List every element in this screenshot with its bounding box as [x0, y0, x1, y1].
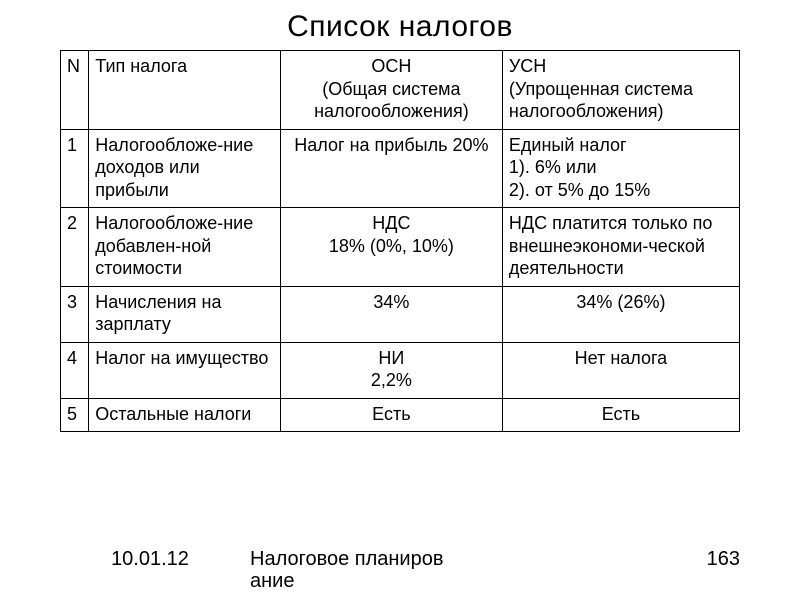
table-row: 4 Налог на имущество НИ 2,2% Нет налога — [61, 342, 740, 398]
slide: Список налогов N Тип налога ОСН (Общая с… — [0, 0, 800, 600]
cell-osn: Есть — [280, 398, 502, 432]
cell-typ: Налог на имущество — [89, 342, 281, 398]
footer-date: 10.01.12 — [60, 548, 240, 592]
slide-footer: 10.01.12 Налоговое планиров ание 163 — [60, 548, 740, 592]
col-header-usn: УСН (Упрощенная система налогообложения) — [502, 51, 739, 130]
cell-n: 4 — [61, 342, 89, 398]
footer-text: Налоговое планиров ание — [240, 548, 620, 592]
table-row: 3 Начисления на зарплату 34% 34% (26%) — [61, 286, 740, 342]
cell-usn: 34% (26%) — [502, 286, 739, 342]
page-title: Список налогов — [60, 10, 740, 44]
cell-typ: Налогообложе-ние доходов или прибыли — [89, 129, 281, 208]
cell-n: 5 — [61, 398, 89, 432]
cell-usn: Есть — [502, 398, 739, 432]
col-header-osn: ОСН (Общая система налогообложения) — [280, 51, 502, 130]
table-header-row: N Тип налога ОСН (Общая система налогооб… — [61, 51, 740, 130]
cell-osn: 34% — [280, 286, 502, 342]
col-header-n: N — [61, 51, 89, 130]
cell-typ: Начисления на зарплату — [89, 286, 281, 342]
table-row: 2 Налогообложе-ние добавлен-ной стоимост… — [61, 208, 740, 287]
footer-page: 163 — [620, 548, 740, 592]
col-header-typ: Тип налога — [89, 51, 281, 130]
table-row: 5 Остальные налоги Есть Есть — [61, 398, 740, 432]
cell-typ: Остальные налоги — [89, 398, 281, 432]
cell-usn: НДС платится только по внешнеэкономи-чес… — [502, 208, 739, 287]
cell-osn: Налог на прибыль 20% — [280, 129, 502, 208]
cell-typ: Налогообложе-ние добавлен-ной стоимости — [89, 208, 281, 287]
cell-osn: НИ 2,2% — [280, 342, 502, 398]
tax-table: N Тип налога ОСН (Общая система налогооб… — [60, 50, 740, 432]
table-row: 1 Налогообложе-ние доходов или прибыли Н… — [61, 129, 740, 208]
cell-usn: Единый налог 1). 6% или 2). от 5% до 15% — [502, 129, 739, 208]
cell-n: 3 — [61, 286, 89, 342]
cell-osn: НДС 18% (0%, 10%) — [280, 208, 502, 287]
cell-usn: Нет налога — [502, 342, 739, 398]
cell-n: 1 — [61, 129, 89, 208]
cell-n: 2 — [61, 208, 89, 287]
